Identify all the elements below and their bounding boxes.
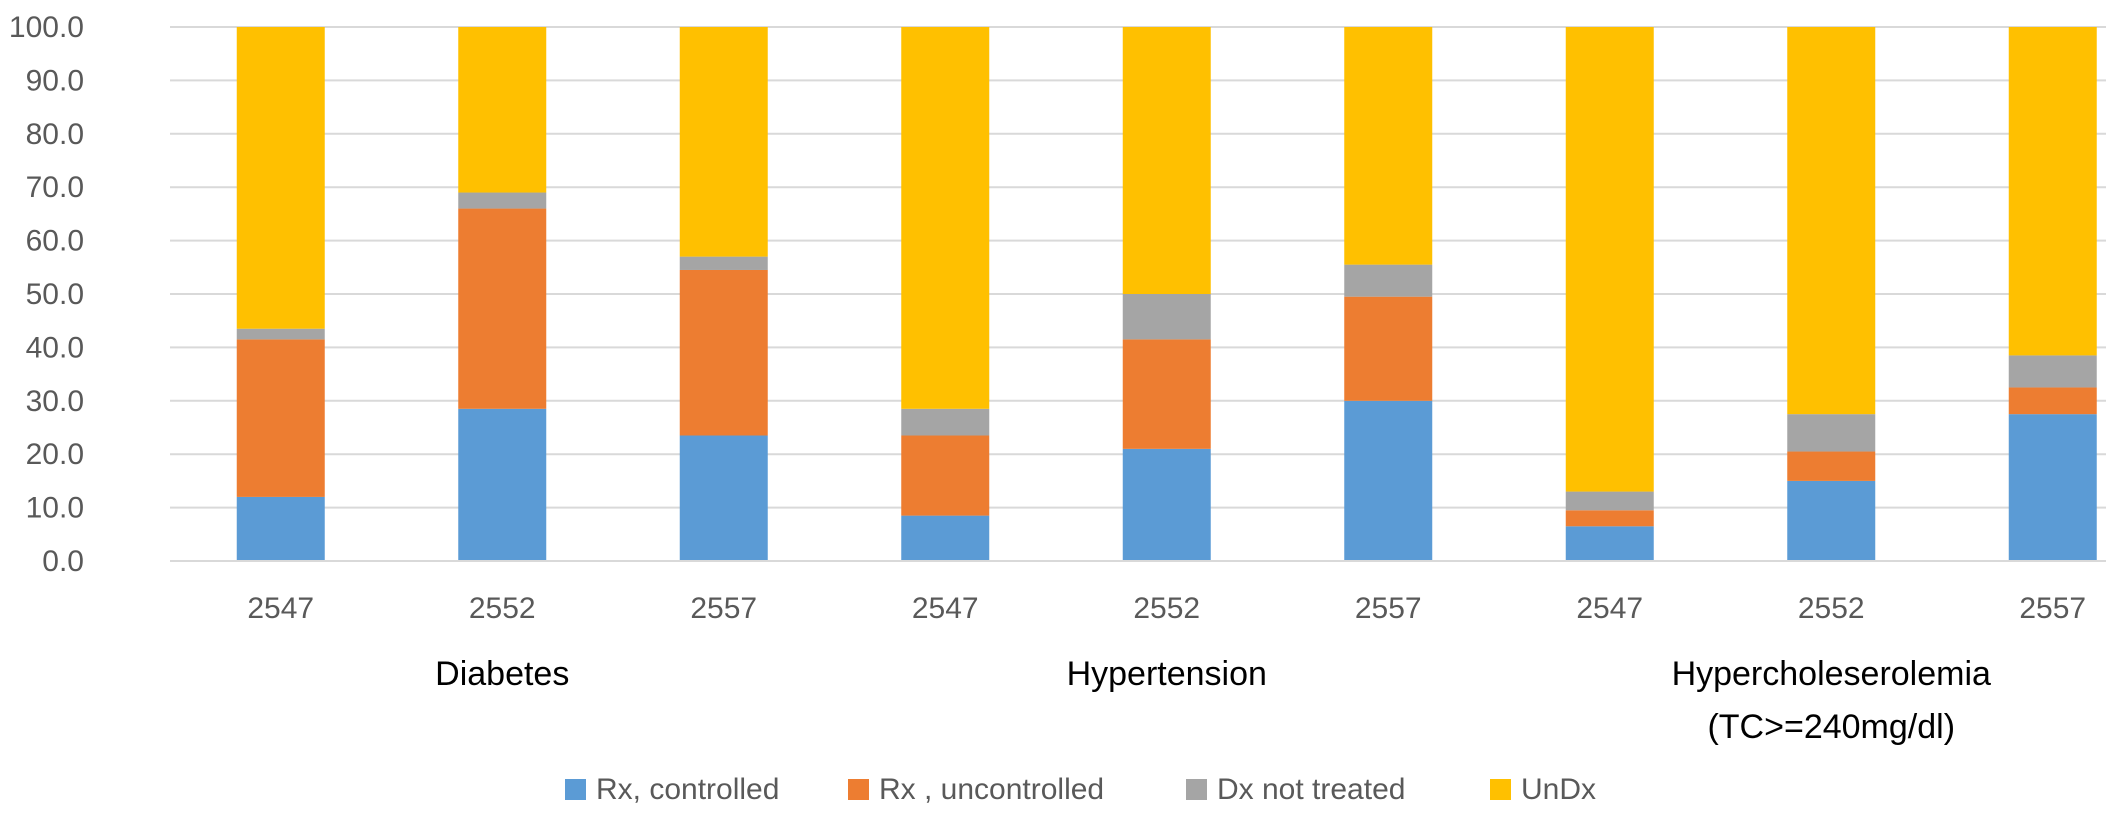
bar-segment [2008,355,2097,388]
bar-segment [2008,414,2097,561]
x-tick-label: 2552 [1798,592,1865,625]
bar-segment [679,27,768,257]
legend-label: Rx , uncontrolled [879,773,1104,806]
bar-segment [1122,448,1211,561]
y-tick-label: 10.0 [26,492,84,525]
bar-segment [1344,264,1433,297]
legend: Rx, controlled Rx , uncontrolled Dx not tr… [565,773,1596,806]
bar-segment [1122,27,1211,294]
x-tick-label: 2552 [1133,592,1200,625]
y-tick-label: 0.0 [42,545,84,578]
x-tick-label: 2552 [469,592,536,625]
bar-segment [679,269,768,436]
bar-segment [1565,510,1654,527]
y-tick-label: 50.0 [26,278,84,311]
bar-segment [679,435,768,561]
bar-segment [1122,294,1211,340]
bar-segment [1787,451,1876,481]
bar-segment [1565,491,1654,511]
legend-swatch [565,779,586,800]
y-tick-label: 90.0 [26,64,84,97]
bar-segment [1344,27,1433,265]
x-axis-tick-labels: 2547 2552 2557 2547 2552 2557 2547 2552 2557 [247,592,2086,625]
y-tick-label: 30.0 [26,385,84,418]
x-tick-label: 2547 [247,592,314,625]
legend-swatch [848,779,869,800]
bar-segment [1787,414,1876,452]
bar-segment [1787,480,1876,561]
y-tick-label: 40.0 [26,331,84,364]
legend-swatch [1490,779,1511,800]
x-tick-label: 2557 [1355,592,1422,625]
x-tick-label: 2557 [690,592,757,625]
bar-segment [679,256,768,270]
bar-segment [901,27,990,409]
bar-segment [2008,27,2097,356]
group-label: Diabetes [435,655,569,693]
bar-segment [1344,296,1433,401]
bar-segment [1565,27,1654,492]
bar-segment [458,192,547,209]
group-label: Hypertension [1067,655,1267,693]
y-axis-tick-labels: 0.0 10.0 20.0 30.0 40.0 50.0 60.0 70.0 80.0 90.0 1… [9,11,84,578]
y-tick-label: 60.0 [26,225,84,258]
y-tick-label: 80.0 [26,118,84,151]
group-label: (TC>=240mg/dl) [1707,708,1955,746]
bars [236,27,2097,561]
bar-segment [236,496,325,561]
bar-segment [1565,526,1654,561]
y-tick-label: 70.0 [26,171,84,204]
bar-segment [901,515,990,561]
x-tick-label: 2547 [1576,592,1643,625]
bar-segment [1122,339,1211,449]
bar-segment [1787,27,1876,415]
bar-segment [236,328,325,340]
bar-segment [901,435,990,516]
bar-segment [1344,400,1433,561]
legend-swatch [1186,779,1207,800]
x-tick-label: 2557 [2019,592,2086,625]
y-tick-label: 100.0 [9,11,84,44]
legend-label: Rx, controlled [596,773,779,806]
bar-segment [236,339,325,497]
group-labels: Diabetes Hypertension Hypercholeserolemia (… [435,655,1991,746]
group-label: Hypercholeserolemia [1672,655,1991,693]
y-tick-label: 20.0 [26,438,84,471]
bar-segment [236,27,325,329]
bar-segment [458,208,547,409]
bar-segment [458,27,547,193]
x-tick-label: 2547 [912,592,979,625]
legend-label: UnDx [1521,773,1596,806]
legend-label: Dx not treated [1217,773,1405,806]
bar-segment [901,408,990,436]
bar-segment [2008,387,2097,415]
bar-segment [458,408,547,561]
